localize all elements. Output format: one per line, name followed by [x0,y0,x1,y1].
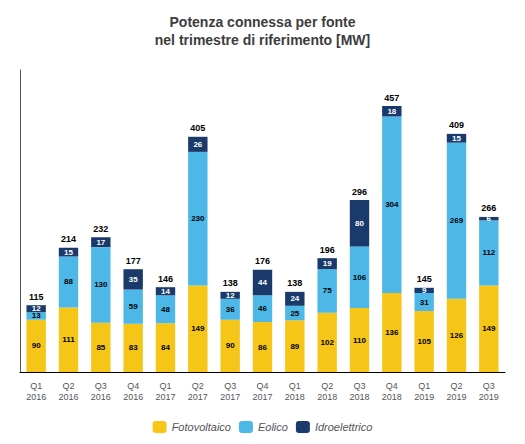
svg-text:176: 176 [255,256,270,266]
svg-text:Q2: Q2 [192,381,204,391]
svg-text:110: 110 [353,336,366,345]
svg-text:19: 19 [323,259,332,268]
svg-text:Q2: Q2 [450,381,462,391]
svg-text:2017: 2017 [155,392,175,402]
svg-text:296: 296 [352,187,367,197]
svg-text:36: 36 [226,305,235,314]
svg-text:266: 266 [481,203,496,213]
svg-text:304: 304 [385,200,399,209]
svg-text:18: 18 [387,107,396,116]
svg-text:2018: 2018 [382,392,402,402]
svg-text:230: 230 [191,214,205,223]
svg-text:9: 9 [422,286,427,295]
svg-text:115: 115 [29,292,44,302]
svg-text:24: 24 [290,294,299,303]
svg-text:2017: 2017 [220,392,240,402]
svg-text:86: 86 [258,343,267,352]
svg-text:111: 111 [62,335,75,344]
svg-text:Q3: Q3 [353,381,365,391]
svg-text:138: 138 [223,278,238,288]
svg-text:83: 83 [129,343,138,352]
svg-text:15: 15 [452,134,461,143]
svg-text:2017: 2017 [188,392,208,402]
svg-text:2016: 2016 [26,392,46,402]
svg-text:409: 409 [449,120,464,130]
svg-text:85: 85 [96,343,105,352]
svg-text:Q4: Q4 [127,381,139,391]
svg-text:2016: 2016 [91,392,111,402]
svg-text:Idroelettrico: Idroelettrico [315,421,372,433]
svg-text:177: 177 [126,256,141,266]
svg-text:136: 136 [385,328,399,337]
svg-text:Q3: Q3 [95,381,107,391]
svg-text:145: 145 [417,274,432,284]
svg-text:214: 214 [61,234,76,244]
svg-text:2019: 2019 [446,392,466,402]
svg-text:31: 31 [420,298,429,307]
svg-text:80: 80 [355,219,364,228]
svg-text:130: 130 [94,280,108,289]
svg-text:106: 106 [353,273,367,282]
svg-text:48: 48 [161,305,170,314]
svg-text:14: 14 [161,287,170,296]
svg-text:149: 149 [482,324,496,333]
svg-text:2016: 2016 [123,392,143,402]
svg-text:146: 146 [158,274,173,284]
svg-text:196: 196 [320,245,335,255]
svg-text:2018: 2018 [349,392,369,402]
svg-text:102: 102 [320,338,334,347]
svg-text:Eolico: Eolico [258,421,288,433]
svg-text:269: 269 [450,216,464,225]
svg-text:Q4: Q4 [256,381,268,391]
svg-text:6: 6 [487,214,492,223]
svg-text:Q1: Q1 [159,381,171,391]
svg-text:Q3: Q3 [224,381,236,391]
svg-text:Q2: Q2 [62,381,74,391]
svg-text:89: 89 [290,342,299,351]
svg-text:44: 44 [258,278,267,287]
svg-text:232: 232 [93,224,108,234]
svg-text:25: 25 [290,309,299,318]
svg-text:457: 457 [384,93,399,103]
svg-text:Potenza connessa per fonte: Potenza connessa per fonte [170,14,356,30]
svg-text:126: 126 [450,331,464,340]
svg-text:2016: 2016 [58,392,78,402]
svg-text:Q1: Q1 [418,381,430,391]
svg-text:90: 90 [226,341,235,350]
svg-text:12: 12 [32,304,41,313]
svg-text:15: 15 [64,248,73,257]
svg-text:35: 35 [129,275,138,284]
svg-text:2017: 2017 [252,392,272,402]
svg-text:84: 84 [161,343,170,352]
svg-text:Q3: Q3 [483,381,495,391]
svg-text:nel trimestre di riferimento [: nel trimestre di riferimento [MW] [155,32,370,48]
svg-text:17: 17 [96,238,105,247]
svg-text:13: 13 [31,311,41,321]
svg-text:112: 112 [482,248,495,257]
svg-text:138: 138 [287,278,302,288]
svg-text:Q4: Q4 [386,381,398,391]
svg-text:405: 405 [190,123,205,133]
svg-text:Fotovoltaico: Fotovoltaico [172,421,231,433]
svg-text:75: 75 [323,286,332,295]
svg-text:59: 59 [129,302,138,311]
svg-text:2018: 2018 [317,392,337,402]
svg-text:Q1: Q1 [289,381,301,391]
svg-text:Q2: Q2 [321,381,333,391]
svg-text:88: 88 [64,277,73,286]
svg-text:12: 12 [226,291,235,300]
svg-text:2018: 2018 [285,392,305,402]
svg-text:2019: 2019 [414,392,434,402]
svg-text:149: 149 [191,324,205,333]
svg-text:90: 90 [32,341,41,350]
svg-text:Q1: Q1 [30,381,42,391]
svg-text:105: 105 [417,337,431,346]
svg-text:46: 46 [258,304,267,313]
svg-text:26: 26 [193,140,202,149]
svg-text:2019: 2019 [479,392,499,402]
